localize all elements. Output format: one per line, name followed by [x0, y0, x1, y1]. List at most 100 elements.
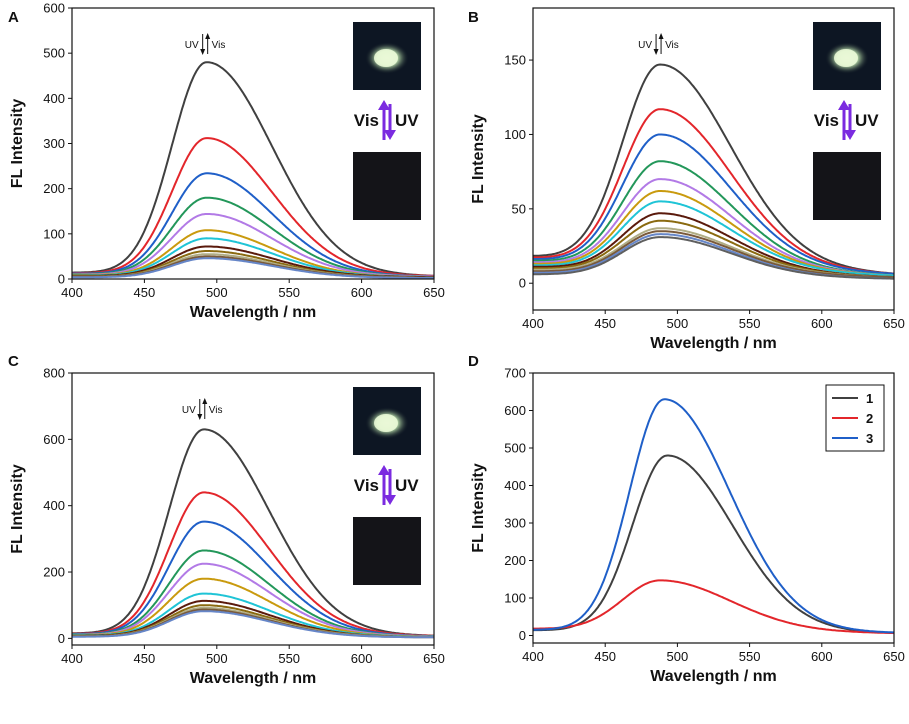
inset-label-vis: Vis — [354, 476, 379, 495]
inset-photo-dark — [813, 152, 881, 220]
y-axis-label: FL Intensity — [9, 99, 26, 189]
series-line-1 — [72, 428, 434, 637]
inset-label-uv: UV — [395, 111, 419, 130]
plot-frame — [532, 372, 895, 644]
panel-label: B — [468, 9, 479, 26]
inset-label-uv: UV — [855, 111, 879, 130]
x-tick-label: 550 — [739, 649, 761, 664]
annotation-down-head-icon — [653, 49, 659, 55]
x-tick-label: 650 — [883, 649, 905, 664]
x-tick-label: 600 — [351, 651, 373, 666]
annotation-down-head-icon — [197, 414, 203, 420]
x-tick-label: 600 — [351, 285, 373, 300]
y-tick-label: 700 — [504, 366, 526, 381]
x-tick-label: 400 — [522, 649, 544, 664]
y-tick-label: 400 — [43, 498, 65, 513]
y-tick-label: 100 — [504, 591, 526, 606]
series-line-7 — [533, 200, 894, 277]
inset-photo-dark — [353, 152, 421, 220]
series-line-1 — [533, 63, 894, 275]
inset-label-vis: Vis — [354, 111, 379, 130]
y-axis-label: FL Intensity — [470, 114, 487, 204]
legend-label-1: 1 — [866, 391, 873, 406]
series-group — [533, 398, 894, 635]
y-tick-label: 600 — [43, 432, 65, 447]
series-line-2 — [533, 108, 894, 275]
annotation-vis: Vis — [212, 40, 226, 51]
annotation-uv: UV — [185, 40, 199, 51]
x-tick-label: 500 — [667, 316, 689, 331]
y-tick-label: 0 — [58, 631, 65, 646]
x-axis-label: Wavelength / nm — [650, 335, 777, 352]
plot-frame — [71, 372, 435, 646]
y-axis-label: FL Intensity — [9, 464, 26, 554]
x-tick-label: 650 — [423, 285, 445, 300]
x-axis-label: Wavelength / nm — [190, 304, 317, 321]
arrow-down-head-icon — [384, 130, 396, 140]
series-line-2 — [72, 491, 434, 637]
annotation-up-head-icon — [202, 398, 208, 404]
chart-panel-b: B 400 450 500 550 600 650 0 50 100 150 Wavelength /… — [468, 7, 905, 352]
y-tick-label: 600 — [504, 403, 526, 418]
inset-photo-dark — [353, 517, 421, 585]
x-tick-label: 550 — [278, 285, 300, 300]
legend-label-2: 2 — [866, 411, 873, 426]
chart-panel-a: A 400 450 500 550 600 650 0 100 200 300 400 500 600 Wa… — [8, 1, 445, 322]
y-tick-label: 100 — [504, 127, 526, 142]
arrow-down-head-icon — [844, 130, 856, 140]
panel-label: C — [8, 353, 19, 370]
y-axis-label: FL Intensity — [470, 463, 487, 553]
powder-core — [374, 49, 398, 67]
series-line-1 — [533, 454, 894, 634]
y-tick-label: 400 — [43, 91, 65, 106]
y-tick-label: 0 — [58, 272, 65, 287]
series-line-3 — [533, 398, 894, 634]
y-tick-label: 150 — [504, 53, 526, 68]
y-tick-label: 500 — [504, 441, 526, 456]
x-tick-label: 550 — [739, 316, 761, 331]
y-tick-label: 300 — [43, 136, 65, 151]
annotation-uv: UV — [638, 40, 652, 51]
annotation-up-head-icon — [205, 33, 211, 39]
y-tick-label: 0 — [519, 276, 526, 291]
x-tick-label: 400 — [61, 285, 83, 300]
y-tick-label: 0 — [519, 628, 526, 643]
x-tick-label: 400 — [522, 316, 544, 331]
annotation-down-head-icon — [200, 49, 206, 55]
y-tick-label: 500 — [43, 46, 65, 61]
arrow-up-head-icon — [378, 100, 390, 110]
series-group — [72, 61, 434, 279]
annotation-vis: Vis — [209, 405, 223, 416]
annotation-up-head-icon — [658, 33, 664, 39]
arrow-up-head-icon — [838, 100, 850, 110]
series-line-1 — [72, 61, 434, 277]
y-tick-label: 100 — [43, 226, 65, 241]
x-tick-label: 650 — [883, 316, 905, 331]
x-tick-label: 450 — [594, 649, 616, 664]
x-tick-label: 550 — [278, 651, 300, 666]
x-tick-label: 450 — [594, 316, 616, 331]
x-tick-label: 600 — [811, 649, 833, 664]
x-tick-label: 650 — [423, 651, 445, 666]
x-tick-label: 400 — [61, 651, 83, 666]
y-tick-label: 600 — [43, 1, 65, 16]
series-line-2 — [533, 579, 894, 635]
plot-frame — [532, 7, 895, 311]
series-line-3 — [533, 133, 894, 275]
x-axis-label: Wavelength / nm — [190, 670, 317, 687]
powder-core — [834, 49, 858, 67]
chart-panel-d: D 400 450 500 550 600 650 0 100 200 300 400 500 600 70… — [468, 353, 905, 685]
series-line-2 — [72, 137, 434, 277]
annotation-vis: Vis — [665, 40, 679, 51]
inset-label-uv: UV — [395, 476, 419, 495]
y-tick-label: 300 — [504, 516, 526, 531]
x-tick-label: 450 — [134, 651, 156, 666]
series-line-13 — [533, 236, 894, 280]
series-line-12 — [72, 257, 434, 279]
x-tick-label: 500 — [206, 285, 228, 300]
series-group — [72, 428, 434, 639]
panel-label: D — [468, 353, 479, 370]
y-tick-label: 200 — [504, 553, 526, 568]
